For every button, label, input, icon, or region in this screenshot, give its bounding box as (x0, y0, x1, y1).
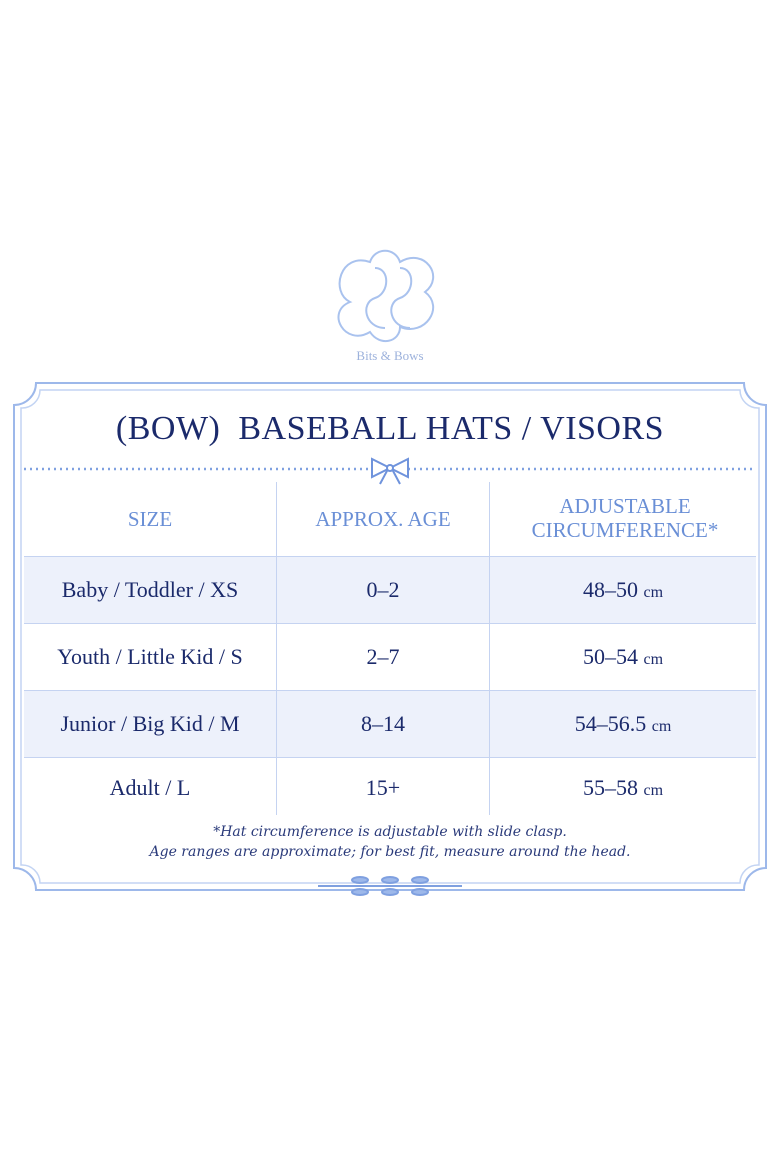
age-cell: 15+ (365, 775, 401, 800)
unit: cm (643, 651, 664, 668)
col-line (276, 482, 277, 815)
note: Age ranges are approximate; for best fit… (149, 844, 631, 860)
measurement: 48–50 (582, 577, 638, 602)
circumference-cell: 50–54 cm (490, 644, 756, 670)
frame-outer (13, 382, 767, 891)
measurement: 50–54 (582, 644, 638, 669)
circumference-cell: 54–56.5 cm (490, 711, 756, 737)
row-shade (24, 557, 756, 623)
row-line (24, 757, 756, 758)
row-shade (24, 691, 756, 757)
measurement: 54–56.5 (574, 711, 647, 736)
leaf-ornament (318, 876, 462, 896)
size-cell: Junior / Big Kid / M (60, 711, 240, 736)
measurement: 55–58 (582, 775, 638, 800)
circumference-cell: 48–50 cm (490, 577, 756, 603)
header-cell: SIZE (127, 507, 173, 531)
header-cell: APPROX. AGE (315, 507, 451, 531)
age-cell: 0–2 (366, 577, 400, 602)
size-cell: Baby / Toddler / XS (61, 577, 239, 602)
row-line (24, 556, 756, 557)
age-cell: 8–14 (361, 711, 405, 736)
title: (BOW) BASEBALL HATS / VISORS (115, 410, 665, 447)
header-cell: ADJUSTABLE CIRCUMFERENCE* (531, 494, 719, 542)
col-line (489, 482, 490, 815)
circumference-cell: 55–58 cm (490, 775, 756, 801)
unit: cm (643, 782, 664, 799)
bow-icon (371, 457, 409, 485)
logo (337, 249, 435, 342)
brand: Bits & Bows (356, 348, 424, 363)
unit: cm (643, 584, 664, 601)
row-line (24, 690, 756, 691)
unit: cm (651, 718, 672, 735)
frame-inner (20, 389, 760, 884)
size-cell: Adult / L (109, 775, 191, 800)
size-cell: Youth / Little Kid / S (57, 644, 243, 669)
note: *Hat circumference is adjustable with sl… (213, 824, 567, 840)
row-line (24, 623, 756, 624)
age-cell: 2–7 (366, 644, 400, 669)
